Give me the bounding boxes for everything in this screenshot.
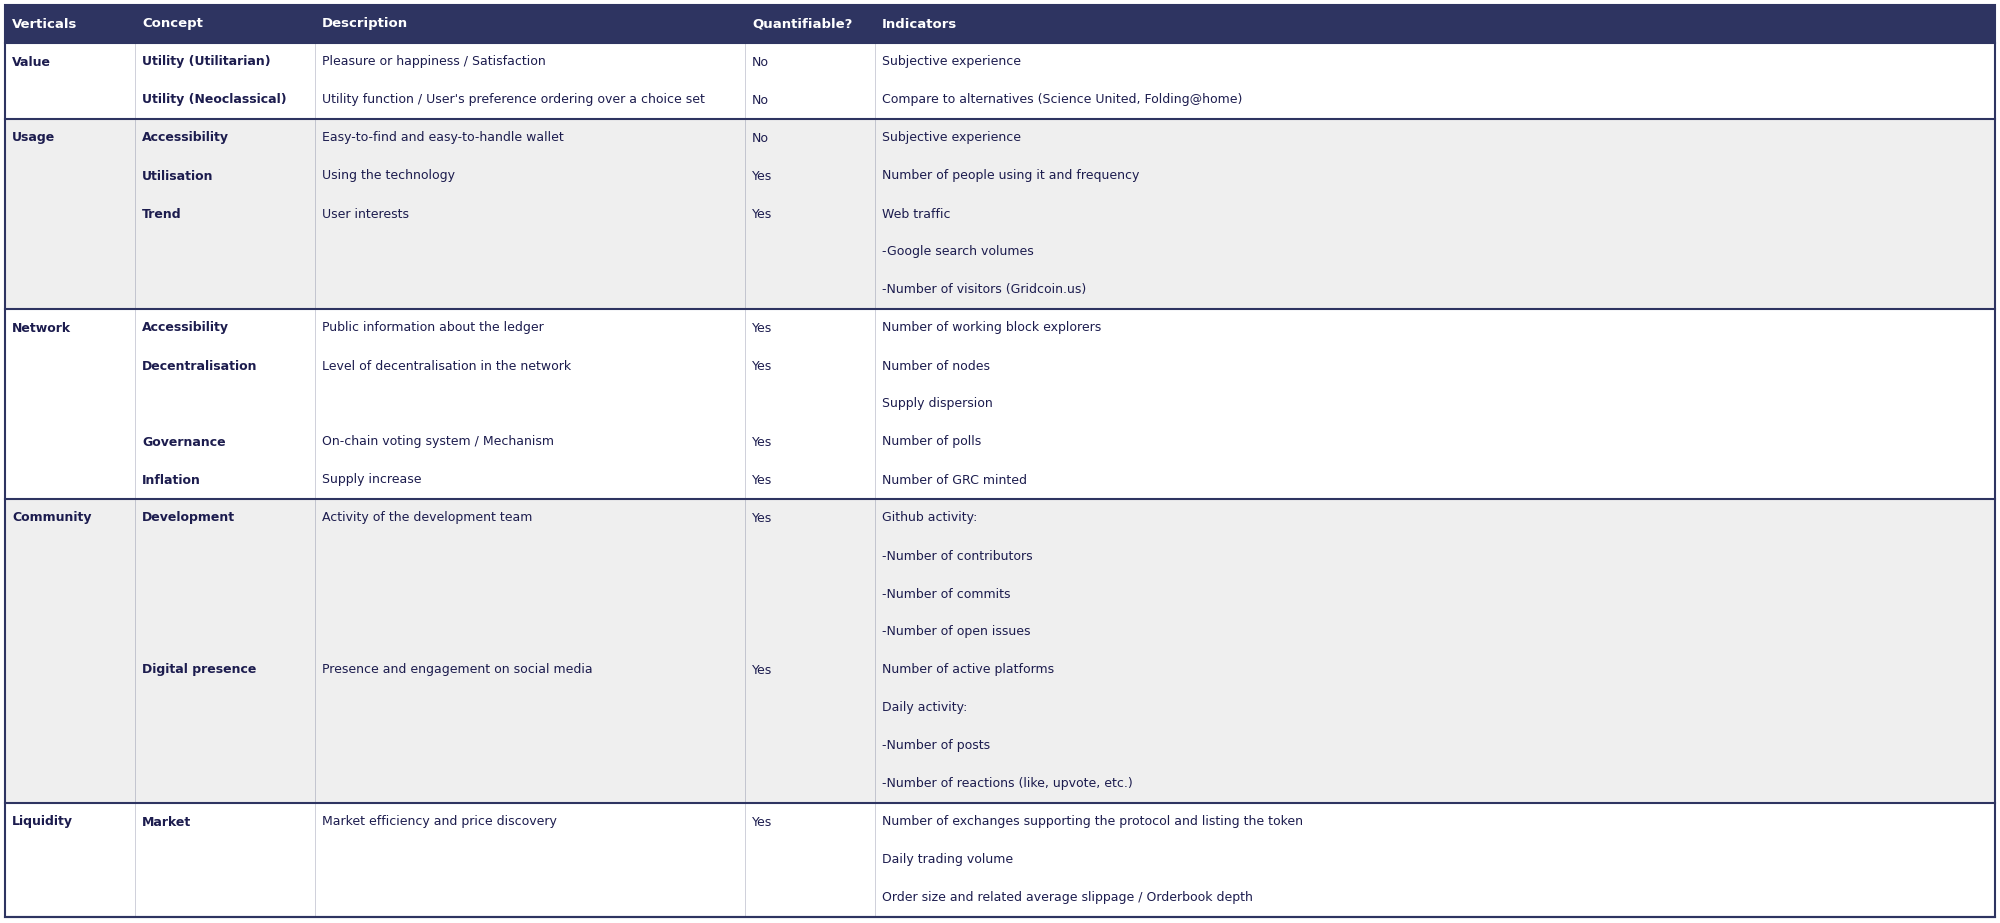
Text: Yes: Yes xyxy=(752,664,772,677)
Text: Number of polls: Number of polls xyxy=(882,436,982,449)
Text: Verticals: Verticals xyxy=(12,18,78,30)
Text: Market efficiency and price discovery: Market efficiency and price discovery xyxy=(322,816,556,829)
Bar xyxy=(4,43,1996,119)
Text: Public information about the ledger: Public information about the ledger xyxy=(322,321,544,334)
Text: -Number of commits: -Number of commits xyxy=(882,588,1010,601)
Text: Activity of the development team: Activity of the development team xyxy=(322,511,532,524)
Text: -Number of reactions (like, upvote, etc.): -Number of reactions (like, upvote, etc.… xyxy=(882,777,1132,790)
Text: Yes: Yes xyxy=(752,208,772,221)
Text: Number of people using it and frequency: Number of people using it and frequency xyxy=(882,170,1140,183)
Text: Using the technology: Using the technology xyxy=(322,170,456,183)
Text: Supply increase: Supply increase xyxy=(322,473,422,486)
Text: Supply dispersion: Supply dispersion xyxy=(882,398,992,411)
Text: Number of working block explorers: Number of working block explorers xyxy=(882,321,1102,334)
Text: Yes: Yes xyxy=(752,816,772,829)
Text: No: No xyxy=(752,93,768,106)
Text: No: No xyxy=(752,131,768,145)
Text: Description: Description xyxy=(322,18,408,30)
Text: Compare to alternatives (Science United, Folding@home): Compare to alternatives (Science United,… xyxy=(882,93,1242,106)
Text: -Google search volumes: -Google search volumes xyxy=(882,246,1034,258)
Text: Yes: Yes xyxy=(752,436,772,449)
Text: Utility function / User's preference ordering over a choice set: Utility function / User's preference ord… xyxy=(322,93,704,106)
Text: Utilisation: Utilisation xyxy=(142,170,214,183)
Text: Governance: Governance xyxy=(142,436,226,449)
Text: Development: Development xyxy=(142,511,236,524)
Text: Decentralisation: Decentralisation xyxy=(142,359,258,373)
Bar xyxy=(4,119,1996,309)
Text: -Number of visitors (Gridcoin.us): -Number of visitors (Gridcoin.us) xyxy=(882,283,1086,296)
Text: Value: Value xyxy=(12,55,52,68)
Text: Yes: Yes xyxy=(752,511,772,524)
Text: User interests: User interests xyxy=(322,208,410,221)
Text: Number of GRC minted: Number of GRC minted xyxy=(882,473,1028,486)
Text: Order size and related average slippage / Orderbook depth: Order size and related average slippage … xyxy=(882,892,1252,905)
Bar xyxy=(4,5,1996,43)
Text: Yes: Yes xyxy=(752,473,772,486)
Text: On-chain voting system / Mechanism: On-chain voting system / Mechanism xyxy=(322,436,554,449)
Text: Digital presence: Digital presence xyxy=(142,664,256,677)
Text: Easy-to-find and easy-to-handle wallet: Easy-to-find and easy-to-handle wallet xyxy=(322,131,564,145)
Text: Community: Community xyxy=(12,511,92,524)
Text: Subjective experience: Subjective experience xyxy=(882,131,1022,145)
Text: -Number of open issues: -Number of open issues xyxy=(882,626,1030,639)
Text: Subjective experience: Subjective experience xyxy=(882,55,1022,68)
Text: Level of decentralisation in the network: Level of decentralisation in the network xyxy=(322,359,572,373)
Text: Quantifiable?: Quantifiable? xyxy=(752,18,852,30)
Bar xyxy=(4,499,1996,803)
Text: Utility (Utilitarian): Utility (Utilitarian) xyxy=(142,55,270,68)
Bar xyxy=(4,803,1996,917)
Text: Concept: Concept xyxy=(142,18,202,30)
Text: Yes: Yes xyxy=(752,170,772,183)
Text: Number of exchanges supporting the protocol and listing the token: Number of exchanges supporting the proto… xyxy=(882,816,1304,829)
Text: Github activity:: Github activity: xyxy=(882,511,978,524)
Text: Yes: Yes xyxy=(752,359,772,373)
Text: Market: Market xyxy=(142,816,192,829)
Text: Trend: Trend xyxy=(142,208,182,221)
Text: Pleasure or happiness / Satisfaction: Pleasure or happiness / Satisfaction xyxy=(322,55,546,68)
Text: Inflation: Inflation xyxy=(142,473,200,486)
Text: Number of nodes: Number of nodes xyxy=(882,359,990,373)
Text: Network: Network xyxy=(12,321,72,334)
Text: -Number of posts: -Number of posts xyxy=(882,739,990,752)
Text: Usage: Usage xyxy=(12,131,56,145)
Text: -Number of contributors: -Number of contributors xyxy=(882,549,1032,562)
Text: Web traffic: Web traffic xyxy=(882,208,950,221)
Text: Indicators: Indicators xyxy=(882,18,958,30)
Text: Number of active platforms: Number of active platforms xyxy=(882,664,1054,677)
Text: Daily activity:: Daily activity: xyxy=(882,701,968,714)
Text: Liquidity: Liquidity xyxy=(12,816,72,829)
Text: Presence and engagement on social media: Presence and engagement on social media xyxy=(322,664,592,677)
Text: Utility (Neoclassical): Utility (Neoclassical) xyxy=(142,93,286,106)
Text: Daily trading volume: Daily trading volume xyxy=(882,854,1014,867)
Text: Yes: Yes xyxy=(752,321,772,334)
Text: Accessibility: Accessibility xyxy=(142,321,228,334)
Bar xyxy=(4,309,1996,499)
Text: No: No xyxy=(752,55,768,68)
Text: Accessibility: Accessibility xyxy=(142,131,228,145)
